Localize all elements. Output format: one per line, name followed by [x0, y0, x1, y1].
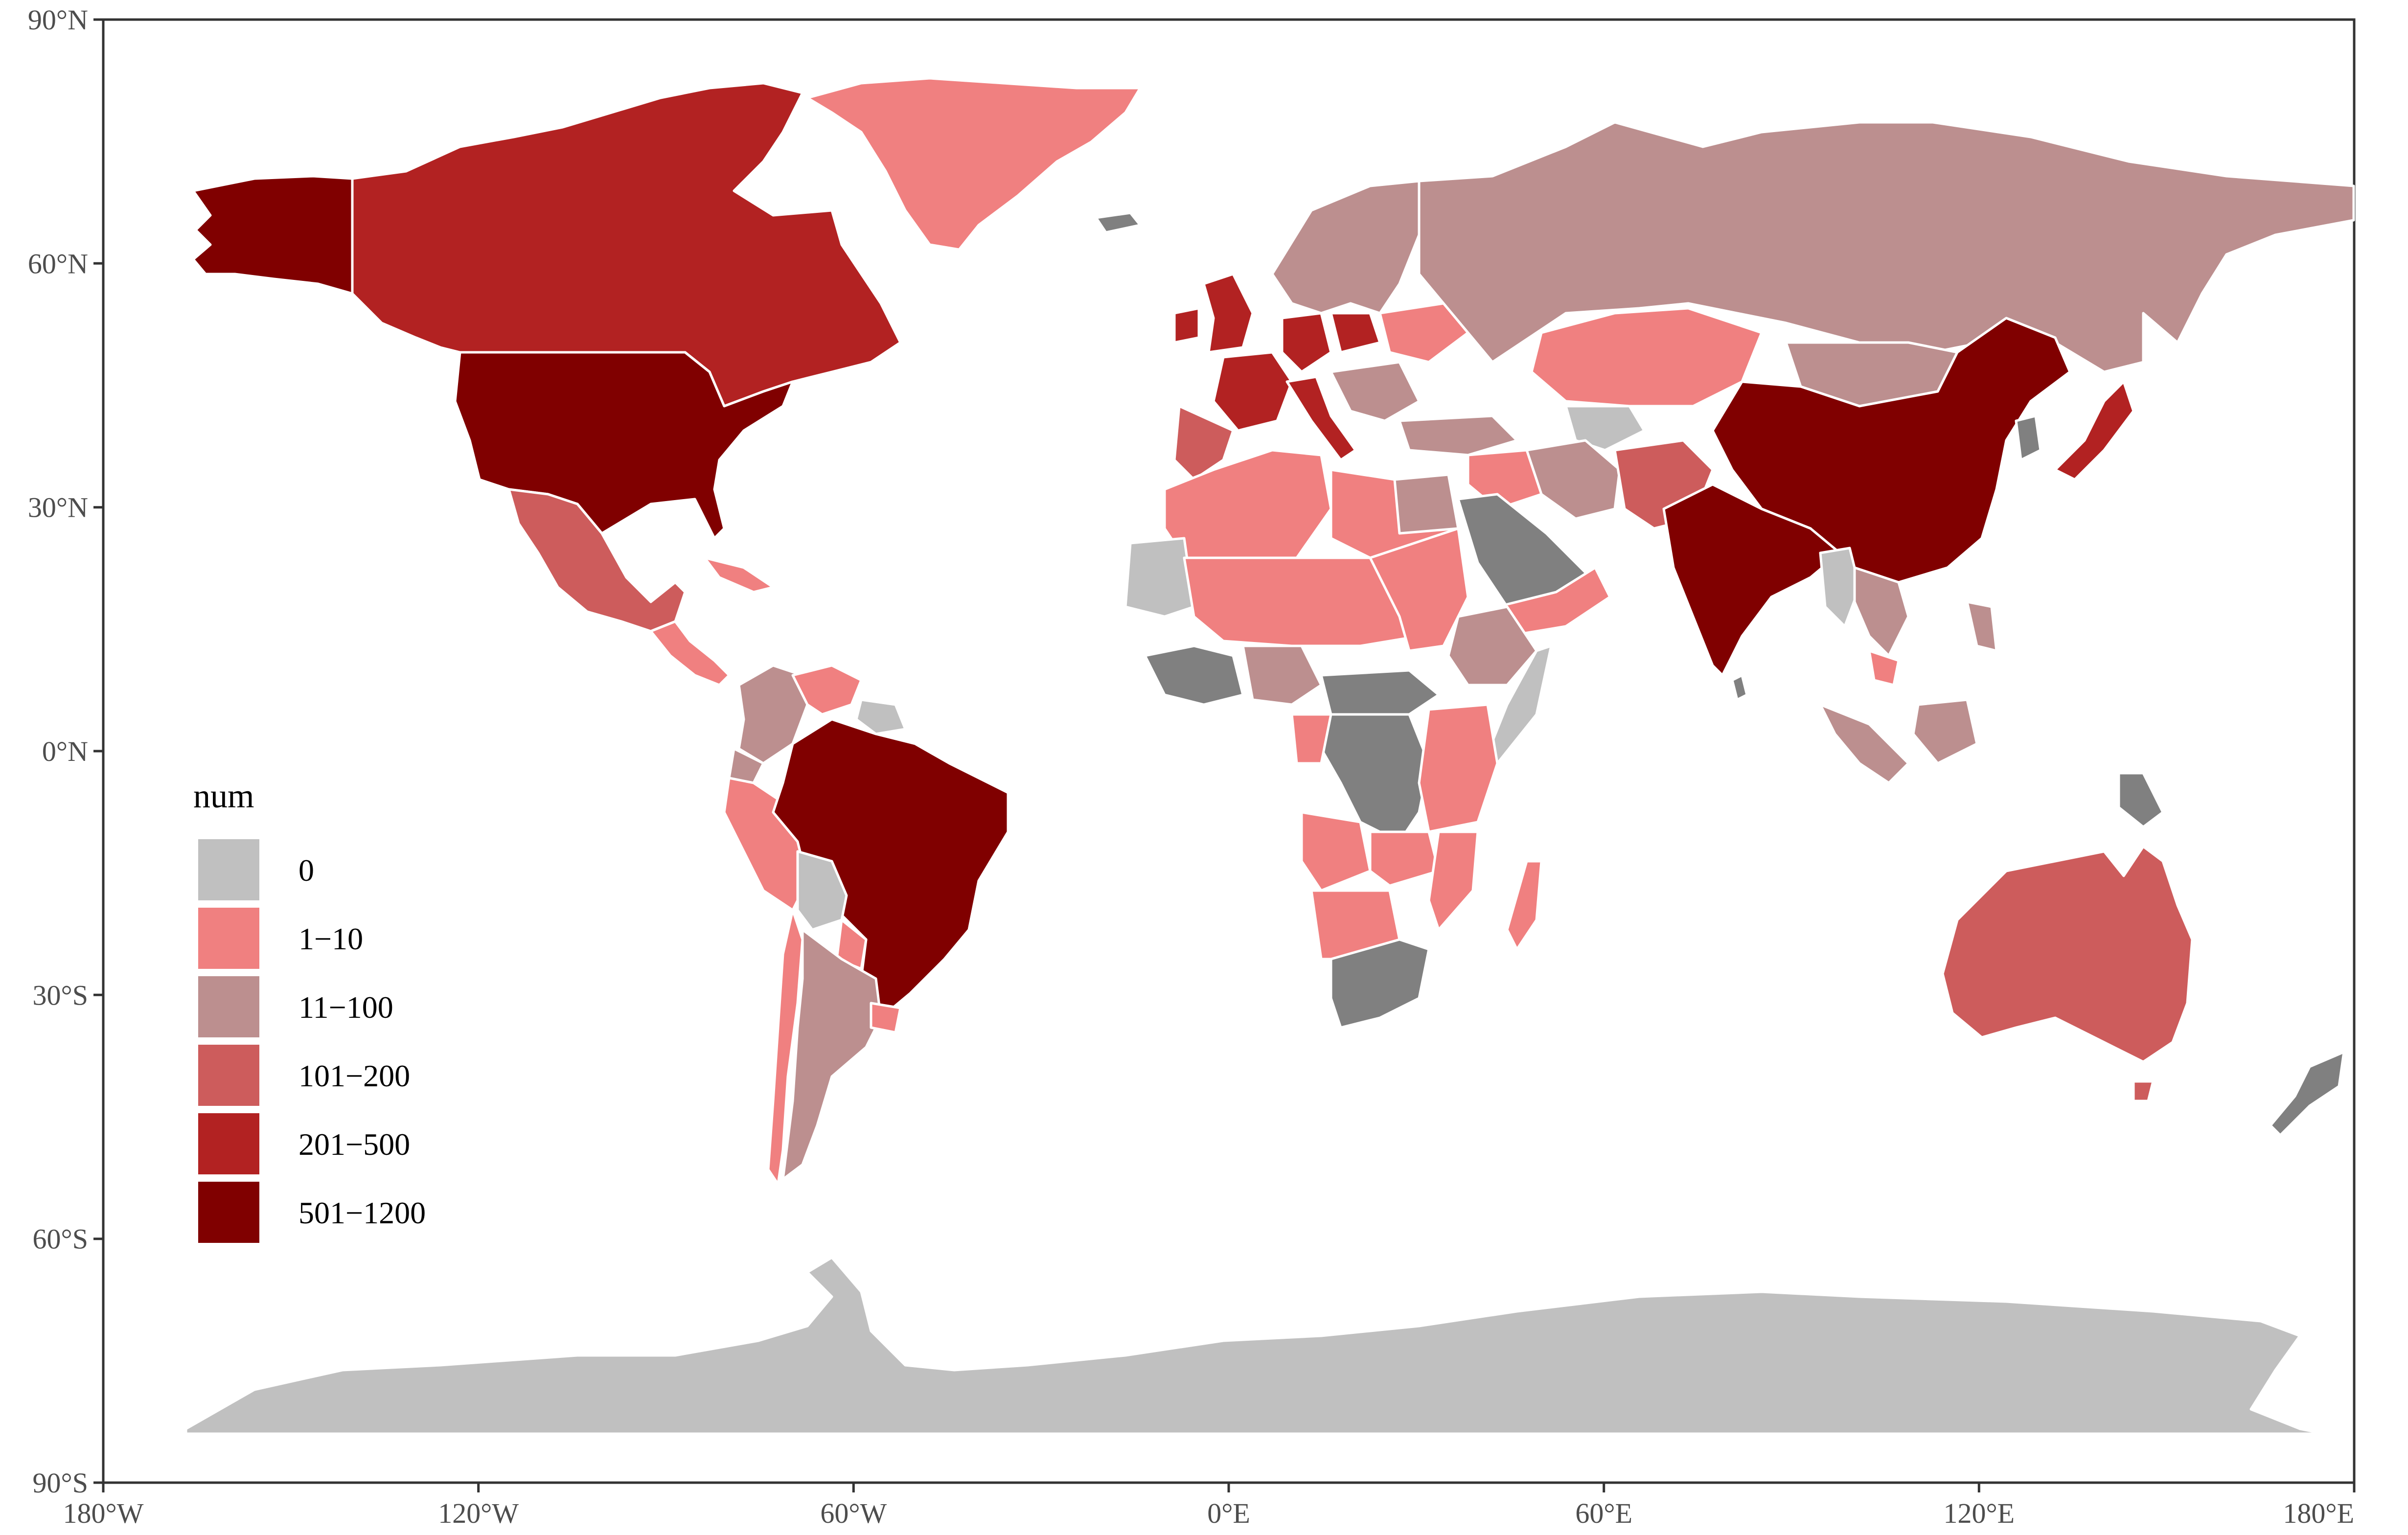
country-poland — [1330, 312, 1381, 354]
country-balkans — [1330, 361, 1421, 422]
y-tick-label: 0°N — [42, 735, 88, 767]
country-chile — [767, 909, 804, 1186]
country-mali-niger-chad — [1183, 556, 1421, 647]
country-japan — [2054, 380, 2135, 481]
x-tick-label: 120°E — [1943, 1497, 2015, 1529]
x-tick-label: 60°W — [820, 1497, 887, 1529]
country-iceland — [1095, 211, 1142, 234]
legend-swatch-5 — [198, 1182, 259, 1243]
x-tick-label: 180°E — [2283, 1497, 2354, 1529]
legend-label-5: 501−1200 — [298, 1195, 426, 1230]
legend-swatch-3 — [198, 1045, 259, 1106]
country-west-africa-sahel — [1124, 537, 1195, 618]
country-turkey — [1398, 414, 1518, 457]
country-russia — [1418, 121, 2355, 373]
country-venezuela — [791, 664, 863, 716]
country-ireland — [1173, 307, 1200, 344]
country-sudan — [1369, 527, 1469, 652]
country-south-africa — [1330, 938, 1430, 1029]
country-france — [1212, 351, 1293, 432]
country-zambia — [1369, 830, 1440, 887]
country-car-south-sudan — [1320, 669, 1440, 716]
country-nigeria — [1241, 644, 1323, 706]
y-axis-ticks — [93, 18, 103, 1484]
country-argentina — [781, 928, 882, 1181]
country-cuba — [703, 556, 775, 594]
country-uk — [1202, 273, 1254, 354]
country-guianas — [855, 698, 907, 735]
country-kazakhstan — [1530, 307, 1763, 408]
country-australia — [1941, 845, 2194, 1063]
x-tick-label: 0°E — [1207, 1497, 1250, 1529]
x-axis-labels: 180°W 120°W 60°W 0°E 60°E 120°E 180°E — [63, 1497, 2354, 1529]
x-tick-label: 60°E — [1575, 1497, 1632, 1529]
country-germany — [1281, 312, 1332, 373]
country-kenya-tanzania — [1418, 703, 1499, 833]
country-mexico — [507, 488, 687, 633]
country-gabon-congo — [1290, 713, 1332, 765]
country-spain — [1173, 405, 1235, 481]
legend-swatch-2 — [198, 976, 259, 1037]
y-tick-label: 90°S — [33, 1467, 88, 1499]
y-tick-label: 90°N — [28, 4, 88, 36]
y-axis-labels: 90°N 60°N 30°N 0°N 30°S 60°S 90°S — [28, 4, 88, 1499]
country-myanmar — [1819, 547, 1861, 628]
country-shapes — [184, 77, 2355, 1435]
country-new-zealand — [2269, 1051, 2345, 1137]
country-ethiopia — [1447, 605, 1538, 687]
country-usa — [454, 351, 794, 540]
country-usa-alaska — [192, 175, 354, 295]
country-norway-sweden-finland — [1271, 180, 1421, 315]
country-papua-new-guinea — [2117, 772, 2164, 828]
country-tasmania — [2132, 1080, 2155, 1102]
y-tick-label: 60°N — [28, 248, 88, 279]
country-thailand-vietnam — [1853, 566, 1910, 657]
country-ivory-coast-ghana — [1144, 644, 1244, 706]
legend-label-2: 11−100 — [298, 990, 393, 1025]
y-tick-label: 30°S — [33, 979, 88, 1011]
country-central-america — [649, 620, 731, 687]
legend-title: num — [193, 778, 254, 815]
country-madagascar — [1506, 860, 1543, 951]
legend-label-0: 0 — [298, 853, 314, 888]
country-korea — [2015, 414, 2042, 461]
x-tick-label: 120°W — [438, 1497, 519, 1529]
country-mozambique — [1427, 830, 1479, 931]
country-iraq-syria — [1467, 449, 1543, 510]
country-philippines — [1966, 600, 1998, 652]
country-indonesia — [1819, 703, 1910, 784]
legend-label-3: 101−200 — [298, 1058, 410, 1093]
legend-swatch-4 — [198, 1113, 259, 1174]
country-brazil — [772, 718, 1009, 1019]
country-angola — [1300, 811, 1372, 892]
country-ukraine — [1378, 302, 1469, 364]
country-borneo — [1912, 698, 1978, 765]
country-uruguay — [870, 1002, 902, 1034]
legend: num 0 1−10 11−100 101−200 201−500 501−12… — [193, 778, 426, 1243]
legend-label-1: 1−10 — [298, 921, 363, 956]
y-tick-label: 60°S — [33, 1223, 88, 1255]
legend-swatch-1 — [198, 908, 259, 969]
country-sri-lanka — [1731, 674, 1748, 701]
country-greenland — [806, 77, 1142, 251]
legend-label-4: 201−500 — [298, 1127, 410, 1162]
country-italy — [1285, 375, 1357, 461]
country-malaysia — [1868, 649, 1900, 687]
x-tick-label: 180°W — [63, 1497, 144, 1529]
x-axis-ticks — [102, 1483, 2356, 1492]
country-india — [1662, 483, 1841, 677]
country-antarctica — [184, 1256, 2326, 1435]
y-tick-label: 30°N — [28, 492, 88, 524]
legend-swatch-0 — [198, 839, 259, 900]
country-egypt — [1393, 473, 1460, 535]
